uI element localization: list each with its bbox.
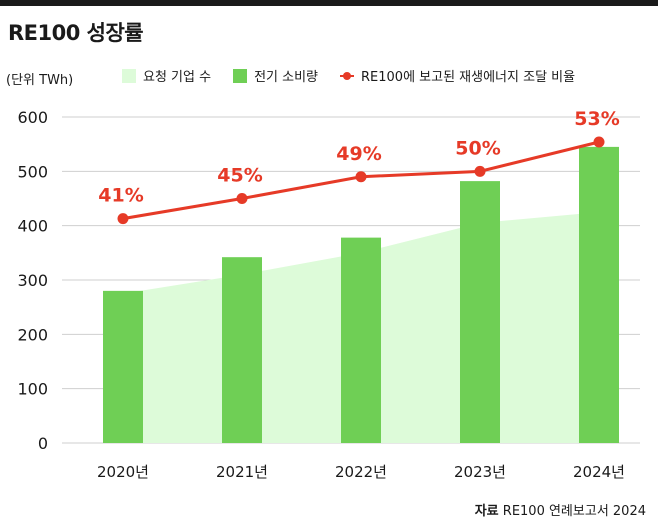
data-label-percent: 49%: [336, 143, 381, 165]
x-tick-label: 2023년: [454, 463, 506, 481]
y-tick-label: 300: [17, 271, 48, 290]
line-point: [355, 171, 367, 183]
y-tick-label: 500: [17, 162, 48, 181]
x-tick-label: 2021년: [216, 463, 268, 481]
source-prefix: 자료: [474, 504, 499, 519]
source-note: 자료 RE100 연례보고서 2024: [475, 500, 646, 519]
chart-title: RE100 성장률: [8, 21, 144, 45]
y-tick-label: 100: [17, 380, 48, 399]
y-tick-label: 200: [17, 325, 48, 344]
data-label-percent: 50%: [455, 137, 500, 159]
line-point: [236, 193, 248, 204]
legend: 요청 기업 수 전기 소비량 RE100에 보고된 재생에너지 조달 비율: [122, 66, 597, 85]
legend-swatch-line: [340, 69, 355, 83]
data-label-percent: 45%: [217, 165, 262, 187]
data-label-percent: 41%: [98, 185, 143, 207]
legend-label-bar: 전기 소비량: [254, 70, 319, 85]
x-tick-label: 2022년: [335, 463, 387, 481]
top-border: [0, 0, 658, 6]
legend-label-area: 요청 기업 수: [143, 70, 212, 85]
legend-item-line: RE100에 보고된 재생에너지 조달 비율: [340, 66, 575, 85]
legend-swatch-area: [122, 68, 136, 83]
legend-swatch-bar: [233, 68, 248, 83]
legend-item-area: 요청 기업 수: [122, 66, 211, 85]
line-point: [593, 136, 605, 148]
line-point: [117, 213, 129, 225]
source-text: RE100 연례보고서 2024: [502, 504, 646, 519]
y-tick-label: 400: [17, 217, 48, 236]
x-tick-label: 2024년: [573, 463, 625, 481]
y-tick-label: 0: [38, 434, 48, 453]
data-label-percent: 53%: [574, 108, 619, 130]
unit-label: (단위 TWh): [6, 73, 74, 88]
bar-electricity-consumption: [222, 257, 262, 443]
x-tick-label: 2020년: [97, 463, 149, 481]
bar-electricity-consumption: [579, 146, 619, 443]
bar-electricity-consumption: [460, 181, 500, 443]
bar-electricity-consumption: [341, 237, 381, 443]
legend-label-line: RE100에 보고된 재생에너지 조달 비율: [361, 70, 576, 85]
line-point: [474, 165, 486, 177]
y-tick-label: 600: [17, 108, 48, 127]
legend-item-bar: 전기 소비량: [233, 66, 318, 85]
bar-electricity-consumption: [103, 290, 143, 443]
